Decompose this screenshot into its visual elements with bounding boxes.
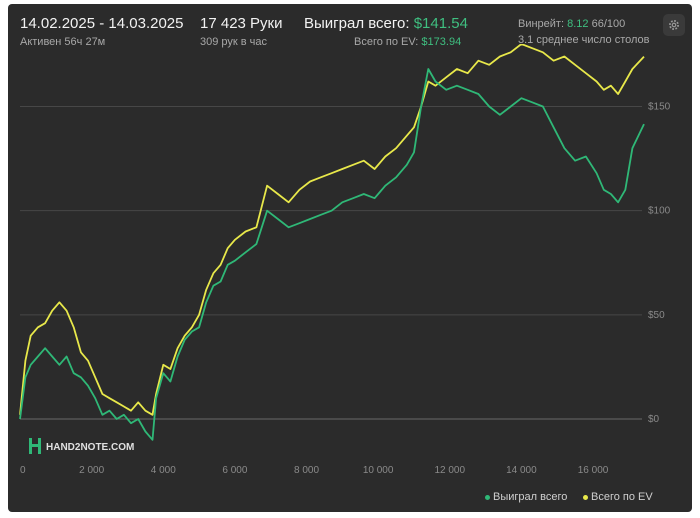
winrate-label: Винрейт:	[518, 18, 565, 30]
graph-panel: 14.02.2025 - 14.03.2025 Активен 56ч 27м …	[8, 4, 692, 512]
y-tick-label: $0	[648, 414, 660, 425]
x-tick-label: 6 000	[222, 465, 247, 476]
x-tick-label: 14 000	[506, 465, 537, 476]
winrate-value: 8.12	[567, 18, 589, 30]
legend-ev-dot	[583, 494, 588, 500]
won-total: Выиграл всего: $141.54	[304, 15, 468, 32]
y-axis-ticks: $0 $50 $100 $150	[648, 102, 671, 426]
hands-count: 17 423 Руки	[200, 15, 283, 32]
y-tick-label: $50	[648, 310, 665, 321]
series-line-ev[interactable]	[19, 44, 645, 416]
profit-chart: HAND2NOTE.COM 0 2 000 4 000 6 000 8 000 10 00…	[19, 44, 671, 476]
ev-total: Всего по EV: $173.94	[354, 36, 461, 48]
series-lines	[19, 44, 645, 441]
date-range[interactable]: 14.02.2025 - 14.03.2025	[20, 15, 184, 32]
x-tick-label: 8 000	[294, 465, 319, 476]
grid-lines	[20, 106, 642, 420]
y-tick-label: $100	[648, 206, 671, 217]
winrate-rest: 66/100	[591, 18, 626, 30]
ev-label: Всего по EV:	[354, 36, 419, 48]
x-tick-label: 16 000	[578, 465, 609, 476]
won-value: $141.54	[413, 15, 468, 32]
hand2note-logo: HAND2NOTE.COM	[29, 438, 134, 454]
hands-per-hour: 309 рук в час	[200, 36, 268, 48]
winrate: Винрейт: 8.12 66/100	[518, 18, 625, 30]
y-tick-label: $150	[648, 102, 671, 113]
x-tick-label: 0	[20, 465, 26, 476]
x-tick-label: 4 000	[151, 465, 176, 476]
x-tick-label: 10 000	[363, 465, 394, 476]
x-tick-label: 12 000	[434, 465, 465, 476]
x-axis-ticks: 0 2 000 4 000 6 000 8 000 10 000 12 000 14 000 1…	[20, 465, 609, 476]
legend-won-dot	[485, 494, 490, 500]
legend-won-label: Выиграл всего	[493, 491, 568, 503]
series-line-won[interactable]	[19, 68, 645, 441]
avg-tables: 3.1 среднее число столов	[518, 34, 650, 46]
legend-ev[interactable]: Всего по EV	[583, 491, 653, 503]
logo-text: HAND2NOTE.COM	[46, 442, 134, 453]
legend-won[interactable]: Выиграл всего	[485, 491, 567, 503]
won-label: Выиграл всего:	[304, 15, 410, 32]
active-time: Активен 56ч 27м	[20, 36, 106, 48]
hand2note-logo-icon	[29, 438, 41, 454]
ev-value: $173.94	[421, 36, 462, 48]
gear-icon	[669, 20, 679, 30]
x-tick-label: 2 000	[79, 465, 104, 476]
legend-ev-label: Всего по EV	[591, 491, 653, 503]
settings-button[interactable]	[663, 14, 685, 36]
